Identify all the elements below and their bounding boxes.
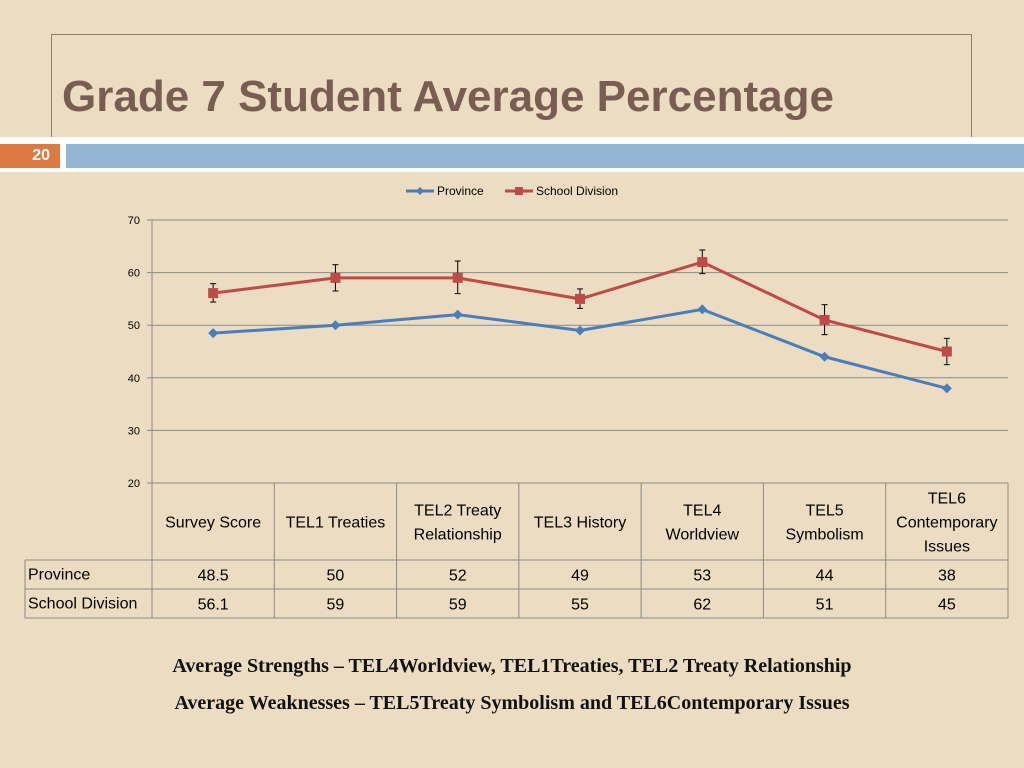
category-label: Worldview <box>666 527 740 544</box>
category-label: TEL6 <box>928 491 966 508</box>
category-label: TEL1 Treaties <box>286 515 386 532</box>
table-cell-value: 38 <box>938 568 956 585</box>
data-point-diamond <box>330 320 341 331</box>
table-cell-value: 44 <box>816 568 834 585</box>
table-cell-value: 52 <box>449 568 467 585</box>
y-tick-label: 60 <box>128 268 140 280</box>
legend-label: School Division <box>536 184 618 198</box>
table-row-label: School Division <box>28 596 137 613</box>
footer-weaknesses: Average Weaknesses – TEL5Treaty Symbolis… <box>174 692 850 714</box>
table-cell-value: 50 <box>327 568 345 585</box>
slide-title: Grade 7 Student Average Percentage <box>62 72 834 121</box>
table-cell-value: 51 <box>816 597 834 614</box>
data-point-square <box>330 272 341 283</box>
table-cell-value: 55 <box>571 597 589 614</box>
table-cell-value: 53 <box>693 568 711 585</box>
category-label: TEL5 <box>805 503 843 520</box>
footer-strengths: Average Strengths – TEL4Worldview, TEL1T… <box>172 655 852 677</box>
data-point-square <box>575 293 585 304</box>
category-label: TEL2 Treaty <box>414 503 501 520</box>
blue-bar <box>66 144 1024 168</box>
category-label: Issues <box>924 539 970 556</box>
table-cell-value: 49 <box>571 568 589 585</box>
data-point-diamond <box>452 309 463 320</box>
data-point-diamond <box>208 328 219 339</box>
line-chart: 20 30 40 50 60 70 Survey Score TEL1 Treaties TEL… <box>24 184 1009 619</box>
category-label: Survey Score <box>165 515 261 532</box>
data-point-square <box>452 272 463 283</box>
data-point-square <box>208 288 219 299</box>
y-tick-label: 40 <box>128 373 140 385</box>
data-point-square <box>819 314 830 325</box>
legend-marker <box>416 187 424 195</box>
table-cell-value: 45 <box>938 597 956 614</box>
data-point-square <box>941 346 952 357</box>
category-label: TEL4 <box>683 503 721 520</box>
slide-number: 20 <box>32 147 50 164</box>
y-tick-label: 30 <box>128 425 140 437</box>
table-cell-value: 59 <box>327 597 345 614</box>
y-tick-label: 50 <box>128 320 140 332</box>
table-cell-value: 59 <box>449 597 467 614</box>
data-point-diamond <box>575 325 585 336</box>
category-label: TEL3 History <box>534 515 626 532</box>
slide-number-badge <box>0 144 60 168</box>
category-label: Contemporary <box>896 515 997 532</box>
table-row-label: Province <box>28 567 90 584</box>
data-point-diamond <box>941 383 952 394</box>
data-point-diamond <box>697 304 708 315</box>
data-point-diamond <box>819 351 830 362</box>
table-cell-value: 48.5 <box>198 568 229 585</box>
legend-marker <box>515 187 523 195</box>
table-cell-value: 56.1 <box>198 597 229 614</box>
category-label: Symbolism <box>785 527 863 544</box>
legend-label: Province <box>437 184 484 198</box>
y-tick-label: 70 <box>128 215 140 227</box>
series-line-0 <box>213 307 948 390</box>
category-label: Relationship <box>414 527 502 544</box>
table-cell-value: 62 <box>693 597 711 614</box>
data-point-square <box>697 257 708 268</box>
y-tick-label: 20 <box>128 478 140 490</box>
